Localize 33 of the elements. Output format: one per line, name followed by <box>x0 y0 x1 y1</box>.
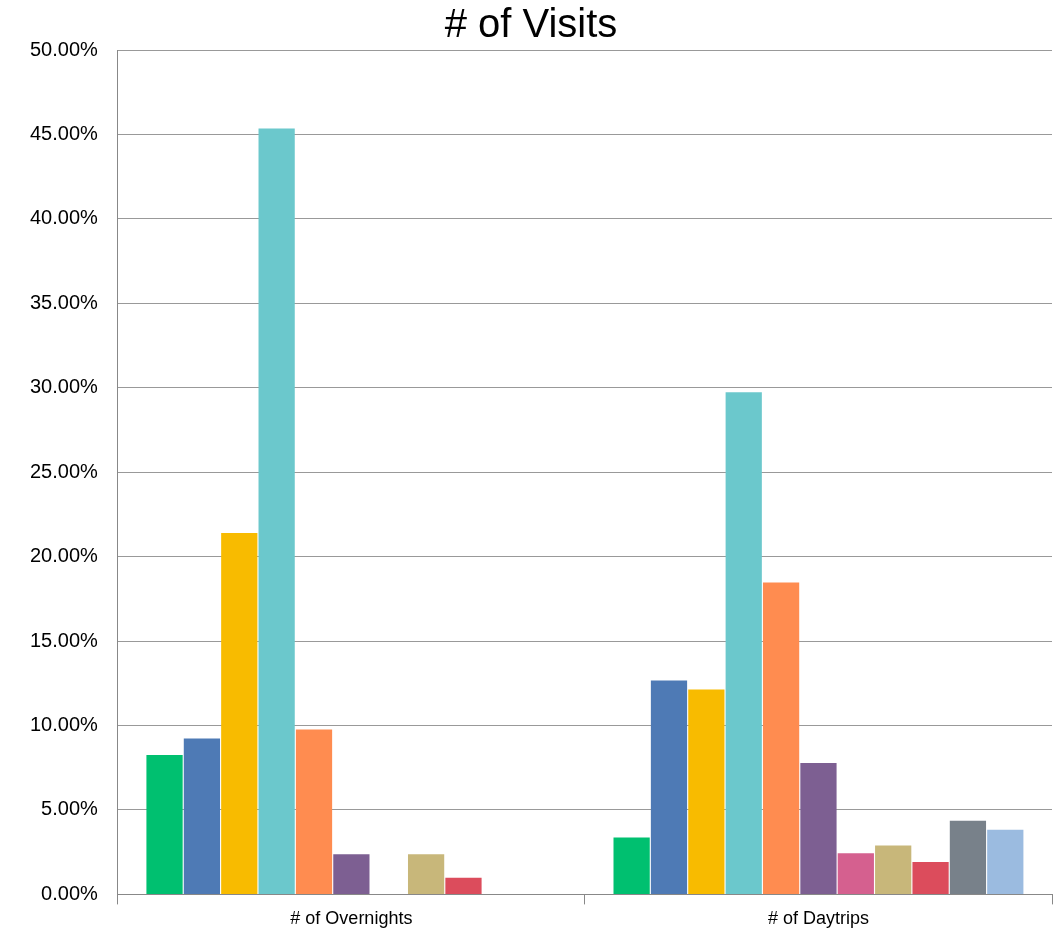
bar <box>333 854 370 894</box>
y-tick-label: 40.00% <box>29 206 99 229</box>
bar <box>183 738 221 894</box>
y-tick-label: 20.00% <box>29 544 99 567</box>
bar <box>875 845 912 894</box>
y-tick-label: 35.00% <box>29 290 99 313</box>
chart-title: # of Visits <box>444 1 618 46</box>
bar <box>407 854 445 894</box>
x-tick-label: # of Daytrips <box>767 908 869 929</box>
bar <box>258 128 295 894</box>
bar <box>912 861 949 894</box>
y-tick-label: 50.00% <box>29 37 99 60</box>
y-tick-label: 10.00% <box>29 713 99 736</box>
bar <box>650 680 688 894</box>
bar <box>445 877 482 894</box>
y-tick-label: 25.00% <box>29 459 99 482</box>
bar <box>949 820 987 894</box>
bar <box>295 729 333 894</box>
bar <box>146 755 183 894</box>
x-tick-label: # of Overnights <box>290 908 413 929</box>
bar <box>221 533 258 894</box>
bar <box>688 689 725 894</box>
y-tick-label: 5.00% <box>41 797 99 820</box>
y-tick-label: 45.00% <box>29 121 99 144</box>
bar <box>613 837 650 894</box>
bar <box>837 853 874 894</box>
bar <box>762 582 800 894</box>
bar <box>725 392 762 894</box>
y-tick-label: 0.00% <box>41 881 99 904</box>
bar <box>800 763 837 894</box>
bar <box>987 829 1024 894</box>
y-tick-label: 15.00% <box>29 628 99 651</box>
y-tick-label: 30.00% <box>29 375 99 398</box>
